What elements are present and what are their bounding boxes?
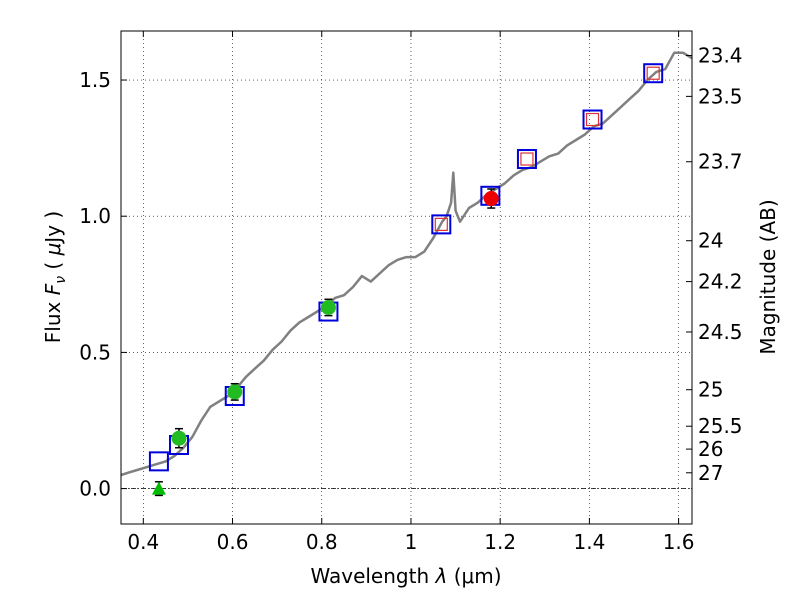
model-photometry-square (148, 451, 169, 472)
model-photometry-inner-square (520, 152, 534, 166)
magnitude-tick-label: 24.2 (698, 270, 743, 294)
model-photometry-square (516, 149, 537, 170)
y-axis-title: Flux Fν ( μJy ) (41, 211, 69, 343)
magnitude-tick-label: 25.5 (698, 414, 743, 438)
tick-labels: 0.4 0.6 0.8 1 1.2 1.4 1.6 0.0 0.5 1.0 1.5 23.4 23.5 2… (79, 44, 742, 554)
observed-flux-point (227, 384, 243, 400)
upper-limit-triangle (151, 481, 166, 495)
y-tick-label: 1.0 (79, 204, 111, 228)
plot-frame (120, 30, 693, 525)
x-tick-label: 1.6 (663, 530, 695, 554)
observed-photometry-layer (151, 188, 499, 497)
magnitude-tick-label: 24.5 (698, 320, 743, 344)
observed-flux-point (320, 299, 336, 315)
axis-ticks (121, 31, 692, 524)
model-photometry-inner-square (434, 217, 448, 231)
magnitude-tick-label: 26 (698, 437, 723, 461)
magnitude-tick-label: 25 (698, 378, 723, 402)
y2-axis-title: Magnitude (AB) (756, 199, 780, 354)
model-photometry-square (643, 63, 664, 84)
model-photometry-inner-square (646, 66, 660, 80)
model-photometry-square (431, 214, 452, 235)
y-tick-label: 0.5 (79, 340, 111, 364)
x-axis-title: Wavelength λ (μm) (310, 564, 501, 588)
observed-flux-point (483, 191, 499, 207)
x-tick-label: 0.6 (217, 530, 249, 554)
magnitude-tick-label: 23.7 (698, 150, 743, 174)
y-tick-label: 1.5 (79, 68, 111, 92)
model-photometry-inner-square (585, 112, 600, 127)
magnitude-tick-label: 27 (698, 461, 723, 485)
magnitude-tick-label: 24 (698, 229, 723, 253)
x-tick-label: 1.4 (573, 530, 605, 554)
observed-flux-point (171, 430, 187, 446)
y-tick-label: 0.0 (79, 477, 111, 501)
x-tick-label: 0.8 (306, 530, 338, 554)
x-tick-label: 1 (405, 530, 418, 554)
x-tick-label: 1.2 (484, 530, 516, 554)
magnitude-tick-label: 23.5 (698, 84, 743, 108)
model-photometry-square (582, 109, 603, 130)
magnitude-tick-label: 23.4 (698, 44, 743, 68)
x-tick-label: 0.4 (127, 530, 159, 554)
